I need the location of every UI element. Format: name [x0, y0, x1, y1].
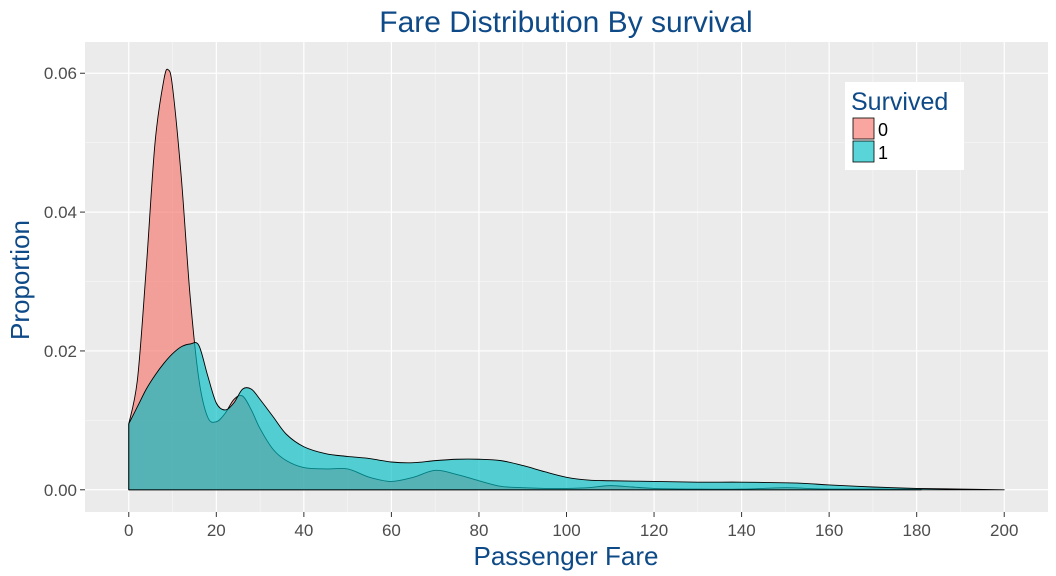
x-axis-title: Passenger Fare [474, 541, 659, 571]
x-tick-label: 0 [124, 521, 133, 540]
x-tick-label: 100 [552, 521, 580, 540]
legend: Survived 0 1 [845, 82, 964, 170]
x-tick-label: 80 [469, 521, 488, 540]
chart-title: Fare Distribution By survival [379, 6, 752, 39]
major-gridlines [85, 42, 1048, 512]
y-tick-label: 0.06 [44, 64, 77, 83]
legend-label-1: 1 [878, 143, 888, 163]
legend-key-0 [852, 117, 875, 140]
y-tick-label: 0.00 [44, 481, 77, 500]
x-axis: 0 20 40 60 80 100 120 140 160 180 200 [124, 512, 1018, 540]
x-tick-label: 140 [727, 521, 755, 540]
legend-title: Survived [851, 88, 948, 116]
x-tick-label: 20 [207, 521, 226, 540]
x-tick-label: 160 [815, 521, 843, 540]
legend-label-0: 0 [878, 120, 888, 140]
y-tick-label: 0.02 [44, 342, 77, 361]
density-areas [128, 68, 1005, 491]
x-tick-label: 60 [382, 521, 401, 540]
y-tick-label: 0.04 [44, 203, 77, 222]
x-tick-label: 200 [990, 521, 1018, 540]
density-area-series-1 [128, 342, 1005, 491]
legend-key-1 [852, 140, 875, 163]
y-axis: 0.00 0.02 0.04 0.06 [44, 64, 85, 500]
x-tick-label: 40 [294, 521, 313, 540]
y-axis-title: Proportion [5, 220, 35, 340]
x-tick-label: 120 [640, 521, 668, 540]
x-tick-label: 180 [902, 521, 930, 540]
